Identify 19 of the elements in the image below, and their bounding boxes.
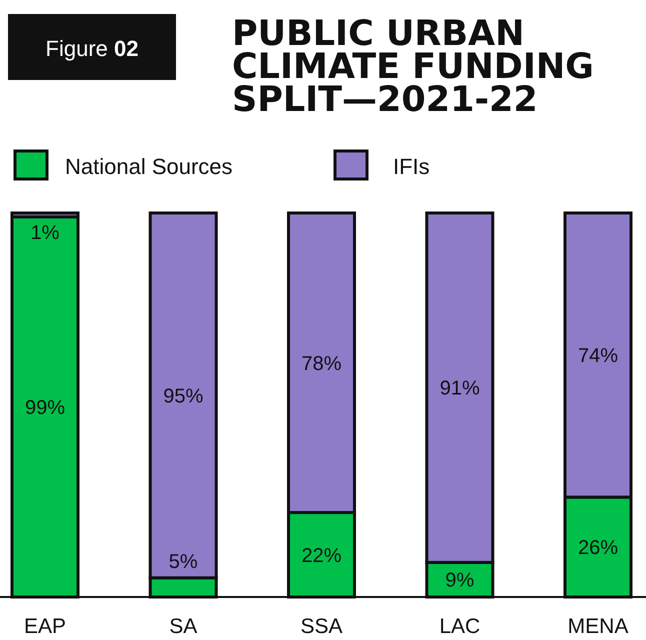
data-label: 95% — [163, 385, 204, 408]
legend-label: National Sources — [65, 154, 233, 179]
x-tick-label: LAC — [439, 615, 480, 638]
data-label: 1% — [30, 222, 60, 244]
data-label: 5% — [168, 550, 198, 573]
data-label: 26% — [578, 537, 618, 560]
legend-label: IFIs — [393, 154, 430, 179]
data-label: 99% — [24, 396, 66, 419]
data-label: 78% — [301, 352, 342, 375]
data-label: 74% — [578, 345, 618, 368]
x-tick-label: SSA — [300, 615, 343, 638]
x-tick-label: MENA — [568, 615, 628, 638]
data-label: 22% — [301, 544, 342, 567]
data-label: 9% — [445, 570, 474, 592]
chart-title: PUBLIC URBAN CLIMATE FUNDING SPLIT—2021-22 — [232, 14, 594, 120]
x-tick-label: SA — [169, 615, 198, 638]
caption: Figure 02 — [46, 36, 138, 61]
data-label: 91% — [440, 378, 480, 400]
x-tick-label: EAP — [24, 615, 66, 638]
